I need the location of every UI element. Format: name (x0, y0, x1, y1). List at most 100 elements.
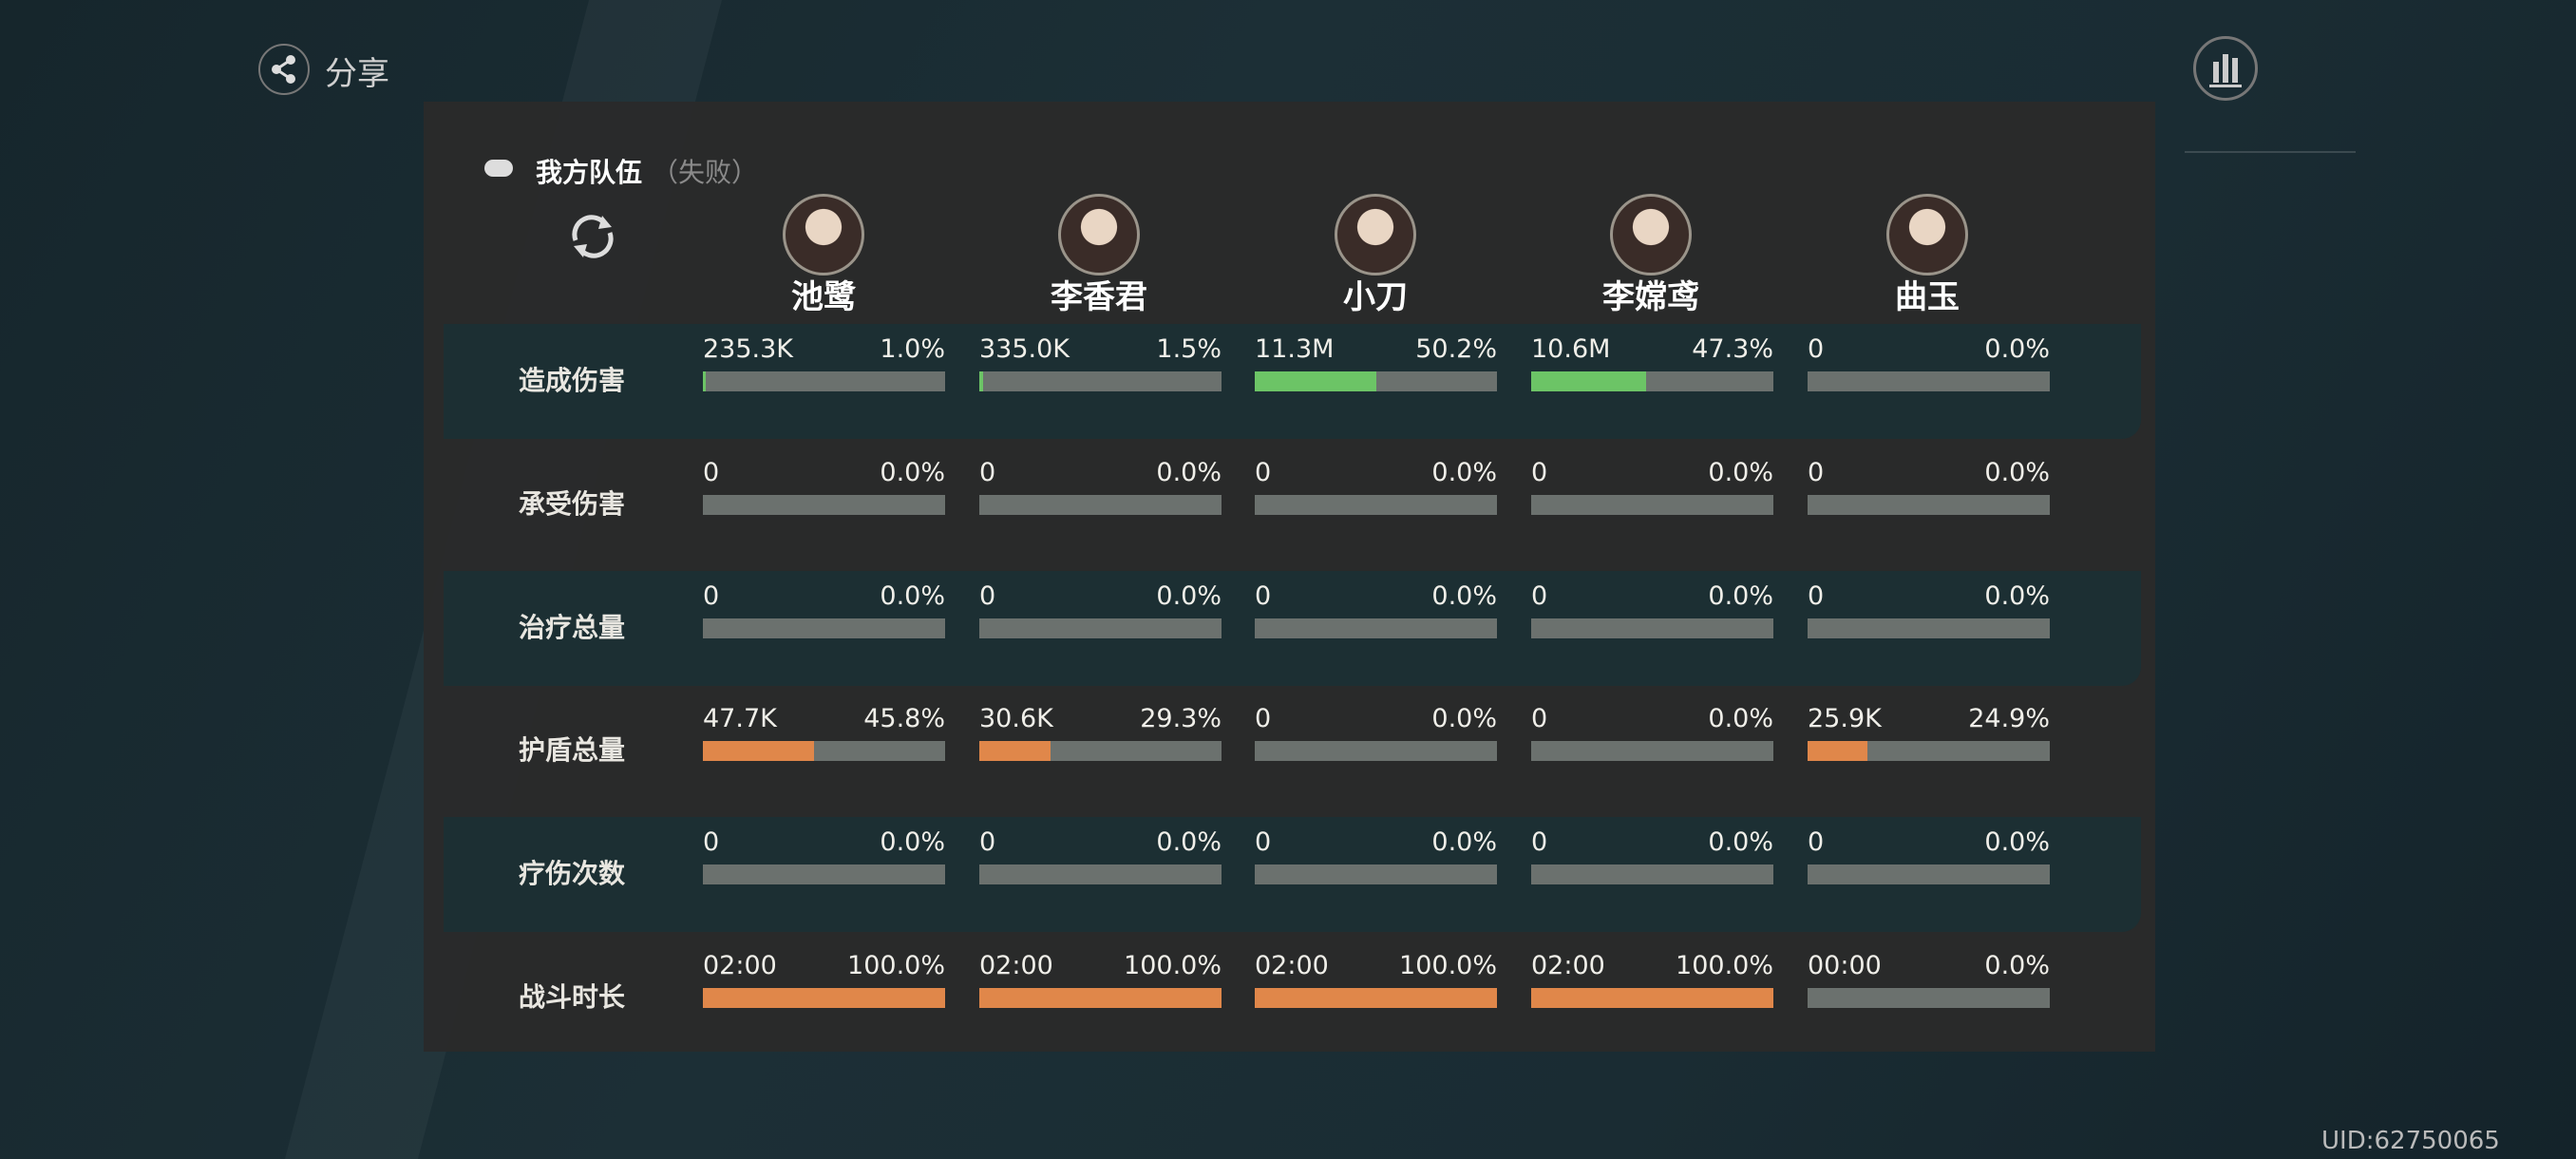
cell-percent: 0.0% (1431, 704, 1497, 733)
character-name: 李嫦鸢 (1602, 278, 1699, 316)
cell-value: 0 (979, 458, 996, 487)
bar-track (703, 864, 945, 884)
bar-fill (1531, 371, 1646, 391)
uid-label: UID:62750065 (2321, 1127, 2500, 1155)
cell-value: 0 (1808, 458, 1825, 487)
bar-track (1255, 495, 1497, 515)
cell-value: 0 (703, 827, 720, 857)
cell-value: 0 (979, 827, 996, 857)
cell-value: 0 (1531, 458, 1548, 487)
bar-track (979, 495, 1222, 515)
cell-percent: 45.8% (863, 704, 945, 733)
cell-value: 02:00 (979, 951, 1053, 980)
cell-percent: 0.0% (880, 827, 945, 857)
bar-track (1531, 741, 1773, 761)
cell-value: 0 (1255, 458, 1272, 487)
bar-track (703, 495, 945, 515)
cell-value: 02:00 (1255, 951, 1329, 980)
bar-track (1808, 495, 2050, 515)
bar-track (1808, 371, 2050, 391)
toggle-icon[interactable] (484, 160, 513, 177)
cell-value: 0 (1808, 334, 1825, 364)
cell-percent: 0.0% (1708, 827, 1773, 857)
cell-percent: 0.0% (1156, 581, 1222, 611)
cell-percent: 1.0% (880, 334, 945, 364)
bar-fill (1255, 988, 1497, 1008)
cell-percent: 0.0% (1708, 458, 1773, 487)
stats-button[interactable] (2193, 36, 2258, 101)
cell-percent: 100.0% (1399, 951, 1497, 980)
avatar (783, 194, 864, 276)
cell-percent: 0.0% (1156, 458, 1222, 487)
bar-fill (1531, 988, 1773, 1008)
cell-percent: 24.9% (1968, 704, 2050, 733)
team-title: 我方队伍 (536, 157, 643, 188)
cell-percent: 0.0% (1984, 334, 2050, 364)
bar-track (1255, 741, 1497, 761)
bar-track (1531, 371, 1773, 391)
bar-track (703, 988, 945, 1008)
character-name: 池鹭 (791, 278, 856, 316)
cell-percent: 0.0% (1431, 827, 1497, 857)
bar-track (1255, 864, 1497, 884)
cell-percent: 0.0% (1984, 581, 2050, 611)
cell-percent: 47.3% (1692, 334, 1773, 364)
avatar (1886, 194, 1968, 276)
bar-track (1531, 495, 1773, 515)
cell-value: 0 (703, 581, 720, 611)
row-label: 护盾总量 (518, 734, 625, 766)
cell-value: 235.3K (703, 334, 794, 364)
refresh-button[interactable] (564, 208, 621, 265)
cell-percent: 0.0% (880, 581, 945, 611)
bar-track (1531, 864, 1773, 884)
cell-percent: 0.0% (1984, 827, 2050, 857)
cell-percent: 100.0% (847, 951, 945, 980)
bar-track (1255, 371, 1497, 391)
bar-track (979, 864, 1222, 884)
cell-percent: 0.0% (1984, 458, 2050, 487)
share-icon (272, 55, 295, 84)
cell-value: 0 (1255, 827, 1272, 857)
avatar (1058, 194, 1140, 276)
cell-percent: 0.0% (1708, 581, 1773, 611)
bar-track (703, 371, 945, 391)
bar-track (979, 741, 1222, 761)
team-status: （失败） (652, 157, 759, 188)
bar-track (1808, 618, 2050, 638)
bar-fill (703, 371, 706, 391)
cell-value: 0 (1808, 827, 1825, 857)
cell-value: 335.0K (979, 334, 1070, 364)
bar-track (703, 741, 945, 761)
bar-track (979, 988, 1222, 1008)
cell-percent: 0.0% (1708, 704, 1773, 733)
cell-value: 0 (703, 458, 720, 487)
bar-track (1808, 741, 2050, 761)
bar-track (1255, 618, 1497, 638)
bar-fill (1808, 741, 1868, 761)
avatar (1335, 194, 1416, 276)
cell-value: 11.3M (1255, 334, 1335, 364)
row-label: 疗伤次数 (518, 858, 625, 889)
cell-value: 0 (1531, 827, 1548, 857)
cell-value: 0 (1255, 581, 1272, 611)
share-label[interactable]: 分享 (325, 55, 389, 93)
row-label: 承受伤害 (518, 488, 625, 520)
cell-value: 0 (1255, 704, 1272, 733)
cell-value: 10.6M (1531, 334, 1611, 364)
cell-value: 0 (1531, 704, 1548, 733)
bar-track (703, 618, 945, 638)
stats-icon (2209, 54, 2242, 87)
share-button[interactable] (258, 44, 310, 95)
bar-track (1531, 988, 1773, 1008)
cell-value: 47.7K (703, 704, 777, 733)
character-name: 李香君 (1051, 278, 1147, 316)
cell-percent: 0.0% (880, 458, 945, 487)
cell-percent: 50.2% (1415, 334, 1497, 364)
bar-fill (703, 988, 945, 1008)
cell-value: 02:00 (1531, 951, 1605, 980)
cell-percent: 100.0% (1676, 951, 1773, 980)
bar-fill (979, 371, 983, 391)
character-name: 小刀 (1343, 278, 1408, 316)
row-label: 造成伤害 (518, 365, 625, 396)
